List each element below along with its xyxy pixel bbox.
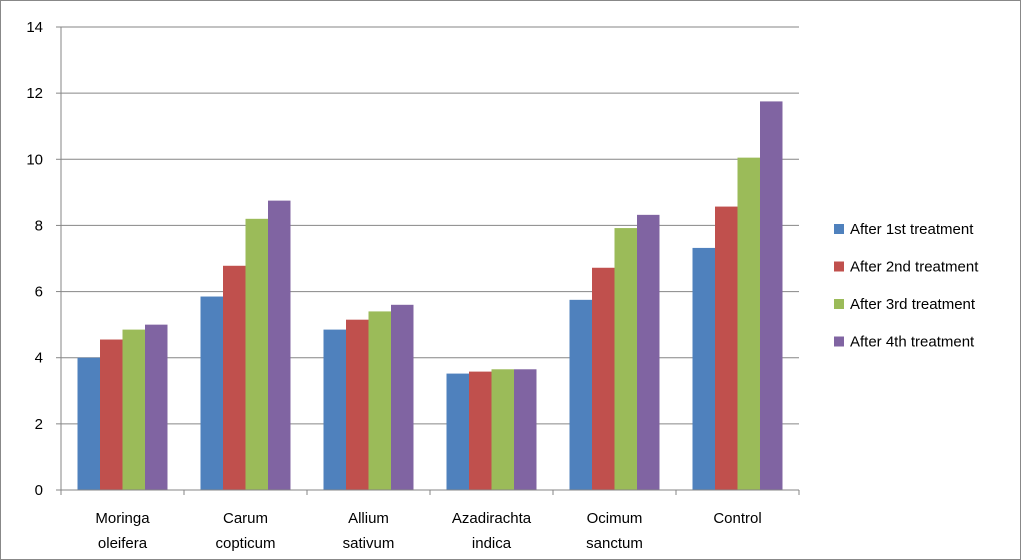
legend-swatch [834,336,844,347]
bar [368,311,391,490]
legend-swatch [834,299,844,309]
legend-label: After 4th treatment [850,334,975,351]
bar [346,319,369,490]
x-tick-labels: Moringa oleifera Carum copticum Allium sativu… [95,510,761,552]
y-tick-label: 2 [35,416,43,433]
bar [100,339,123,490]
bar [446,373,469,490]
axes [56,26,800,495]
bar [637,214,660,491]
x-tick-label: Ocimum [587,510,643,527]
y-tick-label: 10 [26,151,43,168]
bar [323,329,346,490]
bar [614,228,637,490]
bar [692,247,715,490]
bar [760,101,783,491]
legend-swatch [834,261,844,272]
y-tick-label: 6 [35,284,43,301]
x-tick-label: Carum [223,510,268,527]
bar [737,157,760,490]
y-tick-label: 8 [35,217,43,234]
bar [77,357,100,490]
y-tick-labels: 0 2 4 6 8 10 12 14 [26,19,43,499]
y-tick-label: 4 [35,350,43,367]
bar [514,369,537,490]
x-tick-label: sativum [343,535,395,552]
y-tick-label: 0 [35,482,43,499]
x-tick-label: Moringa [95,510,150,527]
bar [569,299,592,490]
y-tick-label: 12 [26,85,43,102]
legend-label: After 2nd treatment [850,259,979,276]
bar [145,324,168,490]
bars [77,101,783,491]
bar [122,329,145,490]
bar [491,369,514,490]
bar [391,304,414,490]
bar [592,267,615,490]
y-tick-label: 14 [26,19,43,36]
legend-label: After 1st treatment [850,221,974,238]
x-tick-label: Allium [348,510,389,527]
x-tick-label: indica [472,535,512,552]
bar [245,218,268,491]
x-tick-label: Azadirachta [452,510,532,527]
gridlines [61,26,799,425]
bar [223,265,246,490]
x-tick-label: oleifera [98,535,148,552]
legend-swatch [834,224,844,234]
bar [469,371,492,490]
bar [268,200,291,490]
bar [200,296,223,490]
x-tick-label: copticum [215,535,275,552]
legend-label: After 3rd treatment [850,296,976,313]
bar [715,206,738,490]
legend: After 1st treatment After 2nd treatment Af… [834,221,979,351]
x-tick-label: Control [713,510,761,527]
x-tick-label: sanctum [586,535,643,552]
